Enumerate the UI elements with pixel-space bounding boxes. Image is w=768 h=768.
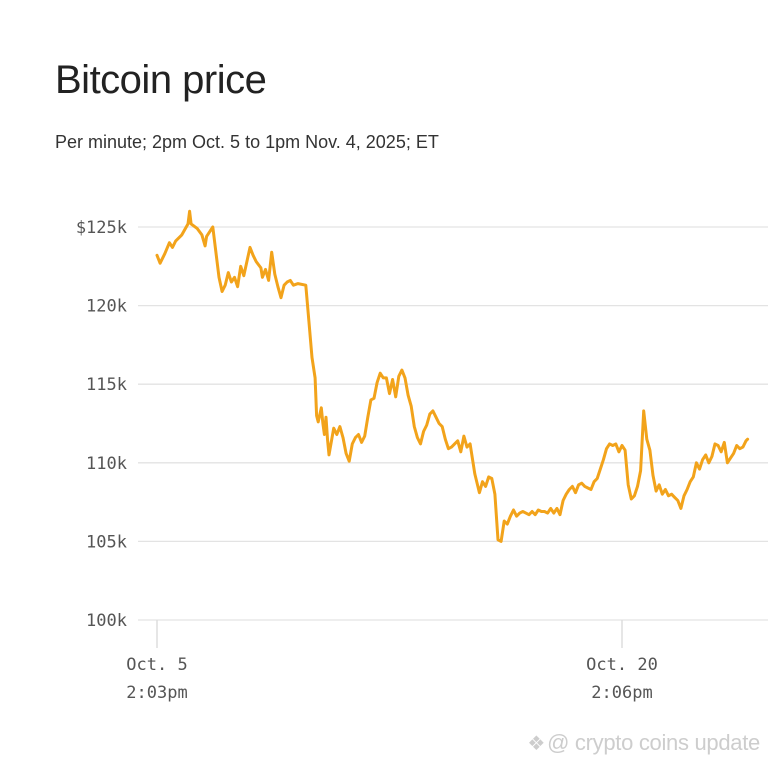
x-tick-label: Oct. 5 [126, 655, 187, 675]
watermark-text: @ crypto coins update [547, 730, 760, 755]
y-tick-label: 120k [86, 297, 127, 317]
chart-title: Bitcoin price [55, 58, 267, 102]
y-tick-label: 100k [86, 611, 127, 631]
grid-layer [138, 226, 768, 621]
x-tick-label: Oct. 20 [586, 655, 658, 675]
y-tick-label: 110k [86, 454, 127, 474]
y-tick-label: 115k [86, 375, 127, 395]
y-axis-ticks: $125k 120k 115k 110k 105k 100k [76, 218, 127, 631]
x-tick-label: 2:06pm [591, 683, 652, 703]
series-layer [155, 209, 750, 543]
x-tick-label: 2:03pm [126, 683, 187, 703]
price-series-line [155, 209, 750, 543]
chart-subtitle: Per minute; 2pm Oct. 5 to 1pm Nov. 4, 20… [55, 132, 439, 152]
y-tick-label: 105k [86, 532, 127, 552]
watermark: ❖@ crypto coins update [527, 730, 760, 756]
x-axis-ticks: Oct. 5 2:03pm Oct. 20 2:06pm [126, 620, 658, 703]
diamond-logo-icon: ❖ [527, 733, 546, 755]
y-tick-label: $125k [76, 218, 127, 238]
